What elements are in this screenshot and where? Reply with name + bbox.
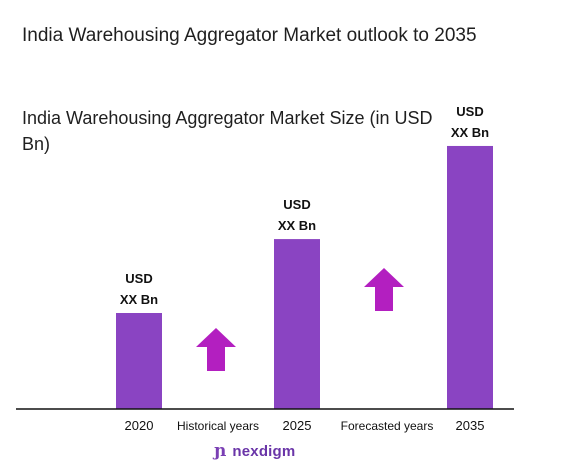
period-label-2: Forecasted years xyxy=(341,419,434,433)
bar-2020 xyxy=(116,313,162,409)
bar-2035 xyxy=(447,145,493,409)
growth-arrow-icon xyxy=(196,328,236,371)
data-label-2025-line1: USD xyxy=(283,197,310,212)
x-tick-2020: 2020 xyxy=(125,418,154,433)
data-label-2025-line2: XX Bn xyxy=(278,218,316,233)
bar-2025 xyxy=(274,239,320,409)
x-tick-2025: 2025 xyxy=(283,418,312,433)
data-label-2020-line2: XX Bn xyxy=(120,292,158,307)
period-label-1: Historical years xyxy=(177,419,259,433)
x-tick-2035: 2035 xyxy=(456,418,485,433)
logo-text: nexdigm xyxy=(232,443,296,460)
chart-subtitle: India Warehousing Aggregator Market Size… xyxy=(22,108,433,154)
data-label-2020-line1: USD xyxy=(125,271,152,286)
growth-arrow-icon xyxy=(364,268,404,311)
data-label-2035-line1: USD xyxy=(456,104,483,119)
chart-title: India Warehousing Aggregator Market outl… xyxy=(22,25,477,46)
data-label-2035-line2: XX Bn xyxy=(451,125,489,140)
nexdigm-logo-icon: ɲ xyxy=(214,441,227,461)
brand-logo: ɲ nexdigm xyxy=(214,441,296,461)
